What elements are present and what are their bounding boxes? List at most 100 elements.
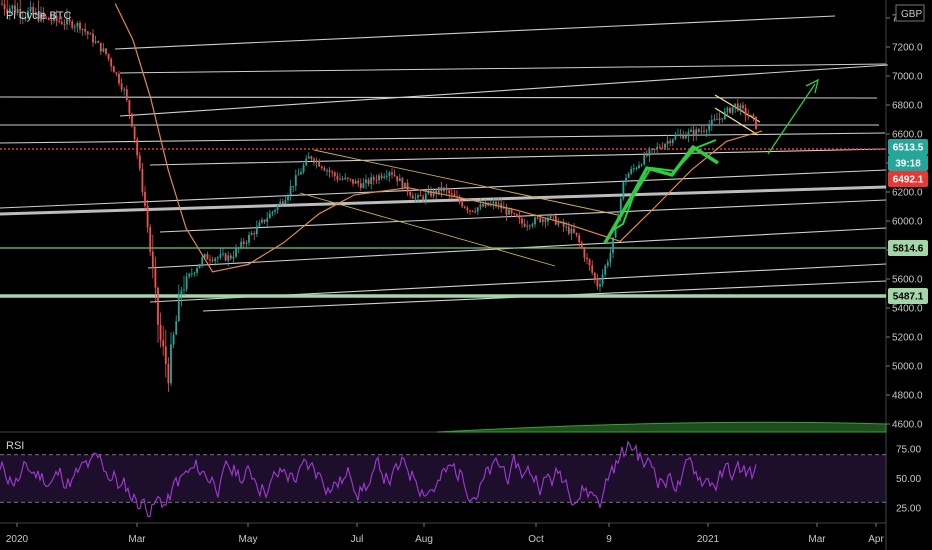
candle-body: [222, 253, 224, 255]
candle-body: [307, 156, 310, 159]
candle: [682, 130, 685, 140]
candle-body: [211, 260, 214, 262]
y-tick-label: 4800.0: [892, 391, 923, 402]
candle: [513, 212, 516, 216]
candle: [58, 18, 61, 24]
candle-body: [118, 73, 120, 84]
candle: [349, 178, 352, 182]
candle: [458, 194, 461, 205]
candle-body: [518, 216, 521, 219]
candle-body: [398, 178, 401, 182]
candle-body: [614, 222, 617, 238]
candle: [679, 128, 682, 139]
candle: [1, 0, 3, 6]
trend-line-18: [299, 192, 556, 267]
candle: [729, 106, 731, 114]
candle: [138, 152, 141, 172]
candle: [544, 217, 547, 228]
candle: [287, 193, 289, 203]
rsi-line: [0, 440, 757, 517]
candle: [37, 0, 40, 23]
candle: [669, 138, 672, 147]
candle: [224, 252, 227, 262]
candle-body: [669, 140, 672, 144]
candle-body: [609, 252, 612, 263]
candle-body: [284, 200, 287, 205]
candle-body: [625, 177, 627, 183]
candle-body: [703, 130, 705, 132]
time-axis[interactable]: 2020 Mar May Jul Aug Oct 9 2021 Mar Apr: [6, 523, 885, 545]
volume-profile-area: [436, 421, 887, 433]
candle-body: [601, 274, 604, 285]
candle-body: [739, 105, 742, 111]
candle-body: [1, 3, 3, 5]
candle-body: [323, 168, 326, 171]
candle-body: [81, 28, 84, 30]
candle-body: [682, 134, 685, 139]
candle: [167, 357, 170, 392]
trend-lines: [0, 15, 889, 312]
candle-body: [84, 28, 87, 32]
candle: [528, 224, 531, 230]
candle-body: [484, 202, 487, 207]
candle: [346, 176, 349, 182]
candle: [435, 188, 438, 200]
candle-body: [287, 195, 289, 201]
candle: [534, 213, 536, 228]
candle: [609, 246, 612, 267]
candle: [684, 131, 687, 140]
candle: [495, 197, 497, 209]
candle: [206, 251, 209, 260]
price-tag-label: 6513.5: [893, 143, 924, 154]
candle: [739, 102, 742, 116]
candle: [50, 13, 53, 25]
candle-body: [268, 213, 271, 219]
candle-body: [372, 177, 375, 180]
candle-body: [344, 177, 347, 180]
y-tick-label: 6200.0: [892, 188, 923, 199]
trend-line-6: [149, 148, 887, 166]
candle-body: [396, 176, 399, 182]
currency-badge[interactable]: GBP: [895, 4, 925, 22]
candle-body: [482, 204, 484, 207]
candle-body: [445, 187, 448, 191]
candle-body: [214, 258, 217, 262]
candle-body: [575, 232, 578, 236]
candle: [749, 114, 752, 117]
candle: [565, 221, 568, 232]
candle-body: [437, 187, 440, 194]
candle-body: [736, 103, 739, 111]
candle: [242, 238, 245, 248]
candle: [297, 168, 300, 176]
candle: [570, 224, 573, 240]
candle-body: [586, 257, 588, 260]
y-tick-label: 7200.0: [892, 43, 923, 54]
candle: [648, 146, 651, 163]
candle-body: [45, 17, 48, 19]
candle-body: [341, 178, 344, 180]
candle-body: [619, 198, 622, 217]
candle-body: [505, 207, 508, 215]
candle: [726, 106, 729, 118]
candle: [318, 158, 321, 167]
price-tag-label: 39:18: [895, 159, 921, 170]
candle: [703, 125, 705, 134]
candle: [690, 127, 692, 133]
candle-body: [705, 130, 708, 132]
candle: [276, 203, 279, 214]
candle-body: [367, 179, 370, 184]
candle: [219, 248, 222, 260]
candle-body: [302, 165, 305, 173]
candle: [99, 42, 102, 55]
candle-body: [588, 259, 591, 266]
candle: [630, 165, 633, 176]
candle: [417, 193, 419, 204]
candle-body: [606, 262, 609, 266]
candle: [437, 187, 440, 196]
candle: [146, 199, 149, 233]
candle: [677, 128, 679, 136]
candle: [692, 124, 695, 142]
candle-body: [536, 217, 539, 219]
price-tag-bg: [888, 171, 928, 187]
